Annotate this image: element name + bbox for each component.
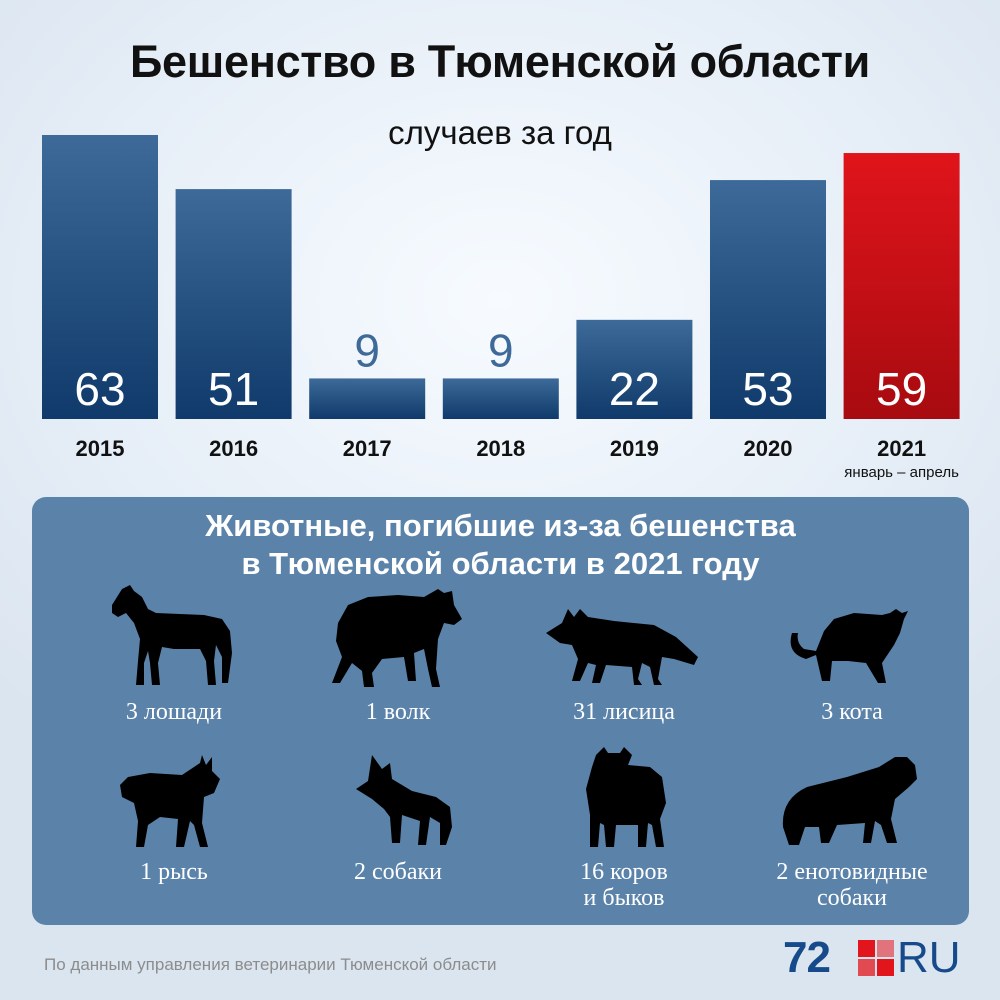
category-label: 2016: [209, 436, 258, 461]
dog-icon: [356, 755, 452, 845]
animals-panel-title: Животные, погибшие из-за бешенства в Тюм…: [32, 507, 969, 583]
category-label: 2019: [610, 436, 659, 461]
bar-2021: [843, 153, 960, 420]
panel-title-line2: в Тюменской области в 2021 году: [241, 546, 760, 581]
logo-number: 72: [783, 933, 831, 982]
panel-title-line1: Животные, погибшие из-за бешенства: [205, 508, 796, 543]
animal-label: 3 лошади: [125, 699, 223, 725]
category-label: 2020: [744, 436, 793, 461]
chart-subtitle: случаев за год: [388, 114, 612, 151]
category-label: 2017: [343, 436, 392, 461]
animal-label: 2 енотовидные: [776, 859, 928, 885]
animal-item-fox: 31 лисица: [504, 583, 744, 725]
horse-icon: [112, 585, 232, 685]
animal-label: 1 волк: [365, 699, 431, 725]
bar-value-label: 9: [488, 324, 514, 376]
animal-item-dog: 2 собаки: [278, 753, 518, 885]
animal-label-line2: и быков: [583, 885, 665, 911]
animal-item-cow: 16 коров и быков: [504, 743, 744, 911]
animal-item-lynx: 1 рысь: [54, 753, 294, 885]
animal-item-raccoon-dog: 2 енотовидные собаки: [732, 753, 972, 911]
wolf-icon: [332, 589, 462, 687]
category-label: 2018: [476, 436, 525, 461]
category-label: 2021: [877, 436, 926, 461]
bar-value-label: 59: [876, 363, 927, 415]
bar-2016: [175, 189, 292, 419]
raccoon-dog-icon: [782, 757, 917, 845]
lynx-icon: [120, 755, 220, 847]
logo-square-icon: [858, 940, 894, 976]
animals-panel: Животные, погибшие из-за бешенства в Тюм…: [32, 497, 969, 925]
logo-72ru[interactable]: 72 RU: [783, 934, 973, 982]
animal-label: 1 рысь: [140, 859, 208, 885]
animal-label: 3 кота: [821, 699, 883, 725]
animal-label: 31 лисица: [573, 699, 675, 725]
bar-2017: [309, 378, 426, 419]
chart-title: Бешенство в Тюменской области: [129, 36, 871, 87]
bar-chart: 63 2015 51 2016 9 2017 9 2018 22 2019 53 2020 59 2021…: [42, 135, 960, 481]
animal-label-line2: собаки: [816, 885, 888, 911]
logo-suffix: RU: [897, 933, 961, 982]
bar-2019: [576, 319, 693, 419]
bar-value-label: 51: [208, 363, 259, 415]
bar-2015: [42, 135, 158, 419]
category-note: январь – апрель: [844, 464, 959, 481]
cow-icon: [586, 747, 666, 847]
bar-2020: [710, 180, 826, 419]
animal-item-wolf: 1 волк: [278, 583, 518, 725]
animal-label: 2 собаки: [353, 859, 443, 885]
category-label: 2015: [76, 436, 125, 461]
source-note: По данным управления ветеринарии Тюменск…: [44, 955, 497, 974]
fox-icon: [546, 609, 698, 685]
cat-icon: [790, 609, 908, 683]
animal-item-cat: 3 кота: [732, 583, 972, 725]
bar-value-label: 9: [354, 324, 380, 376]
bar-value-label: 63: [74, 363, 125, 415]
animal-item-horse: 3 лошади: [54, 583, 294, 725]
bar-value-label: 53: [742, 363, 793, 415]
animal-label: 16 коров: [580, 859, 668, 885]
bar-2018: [442, 378, 559, 419]
bar-value-label: 22: [609, 363, 660, 415]
